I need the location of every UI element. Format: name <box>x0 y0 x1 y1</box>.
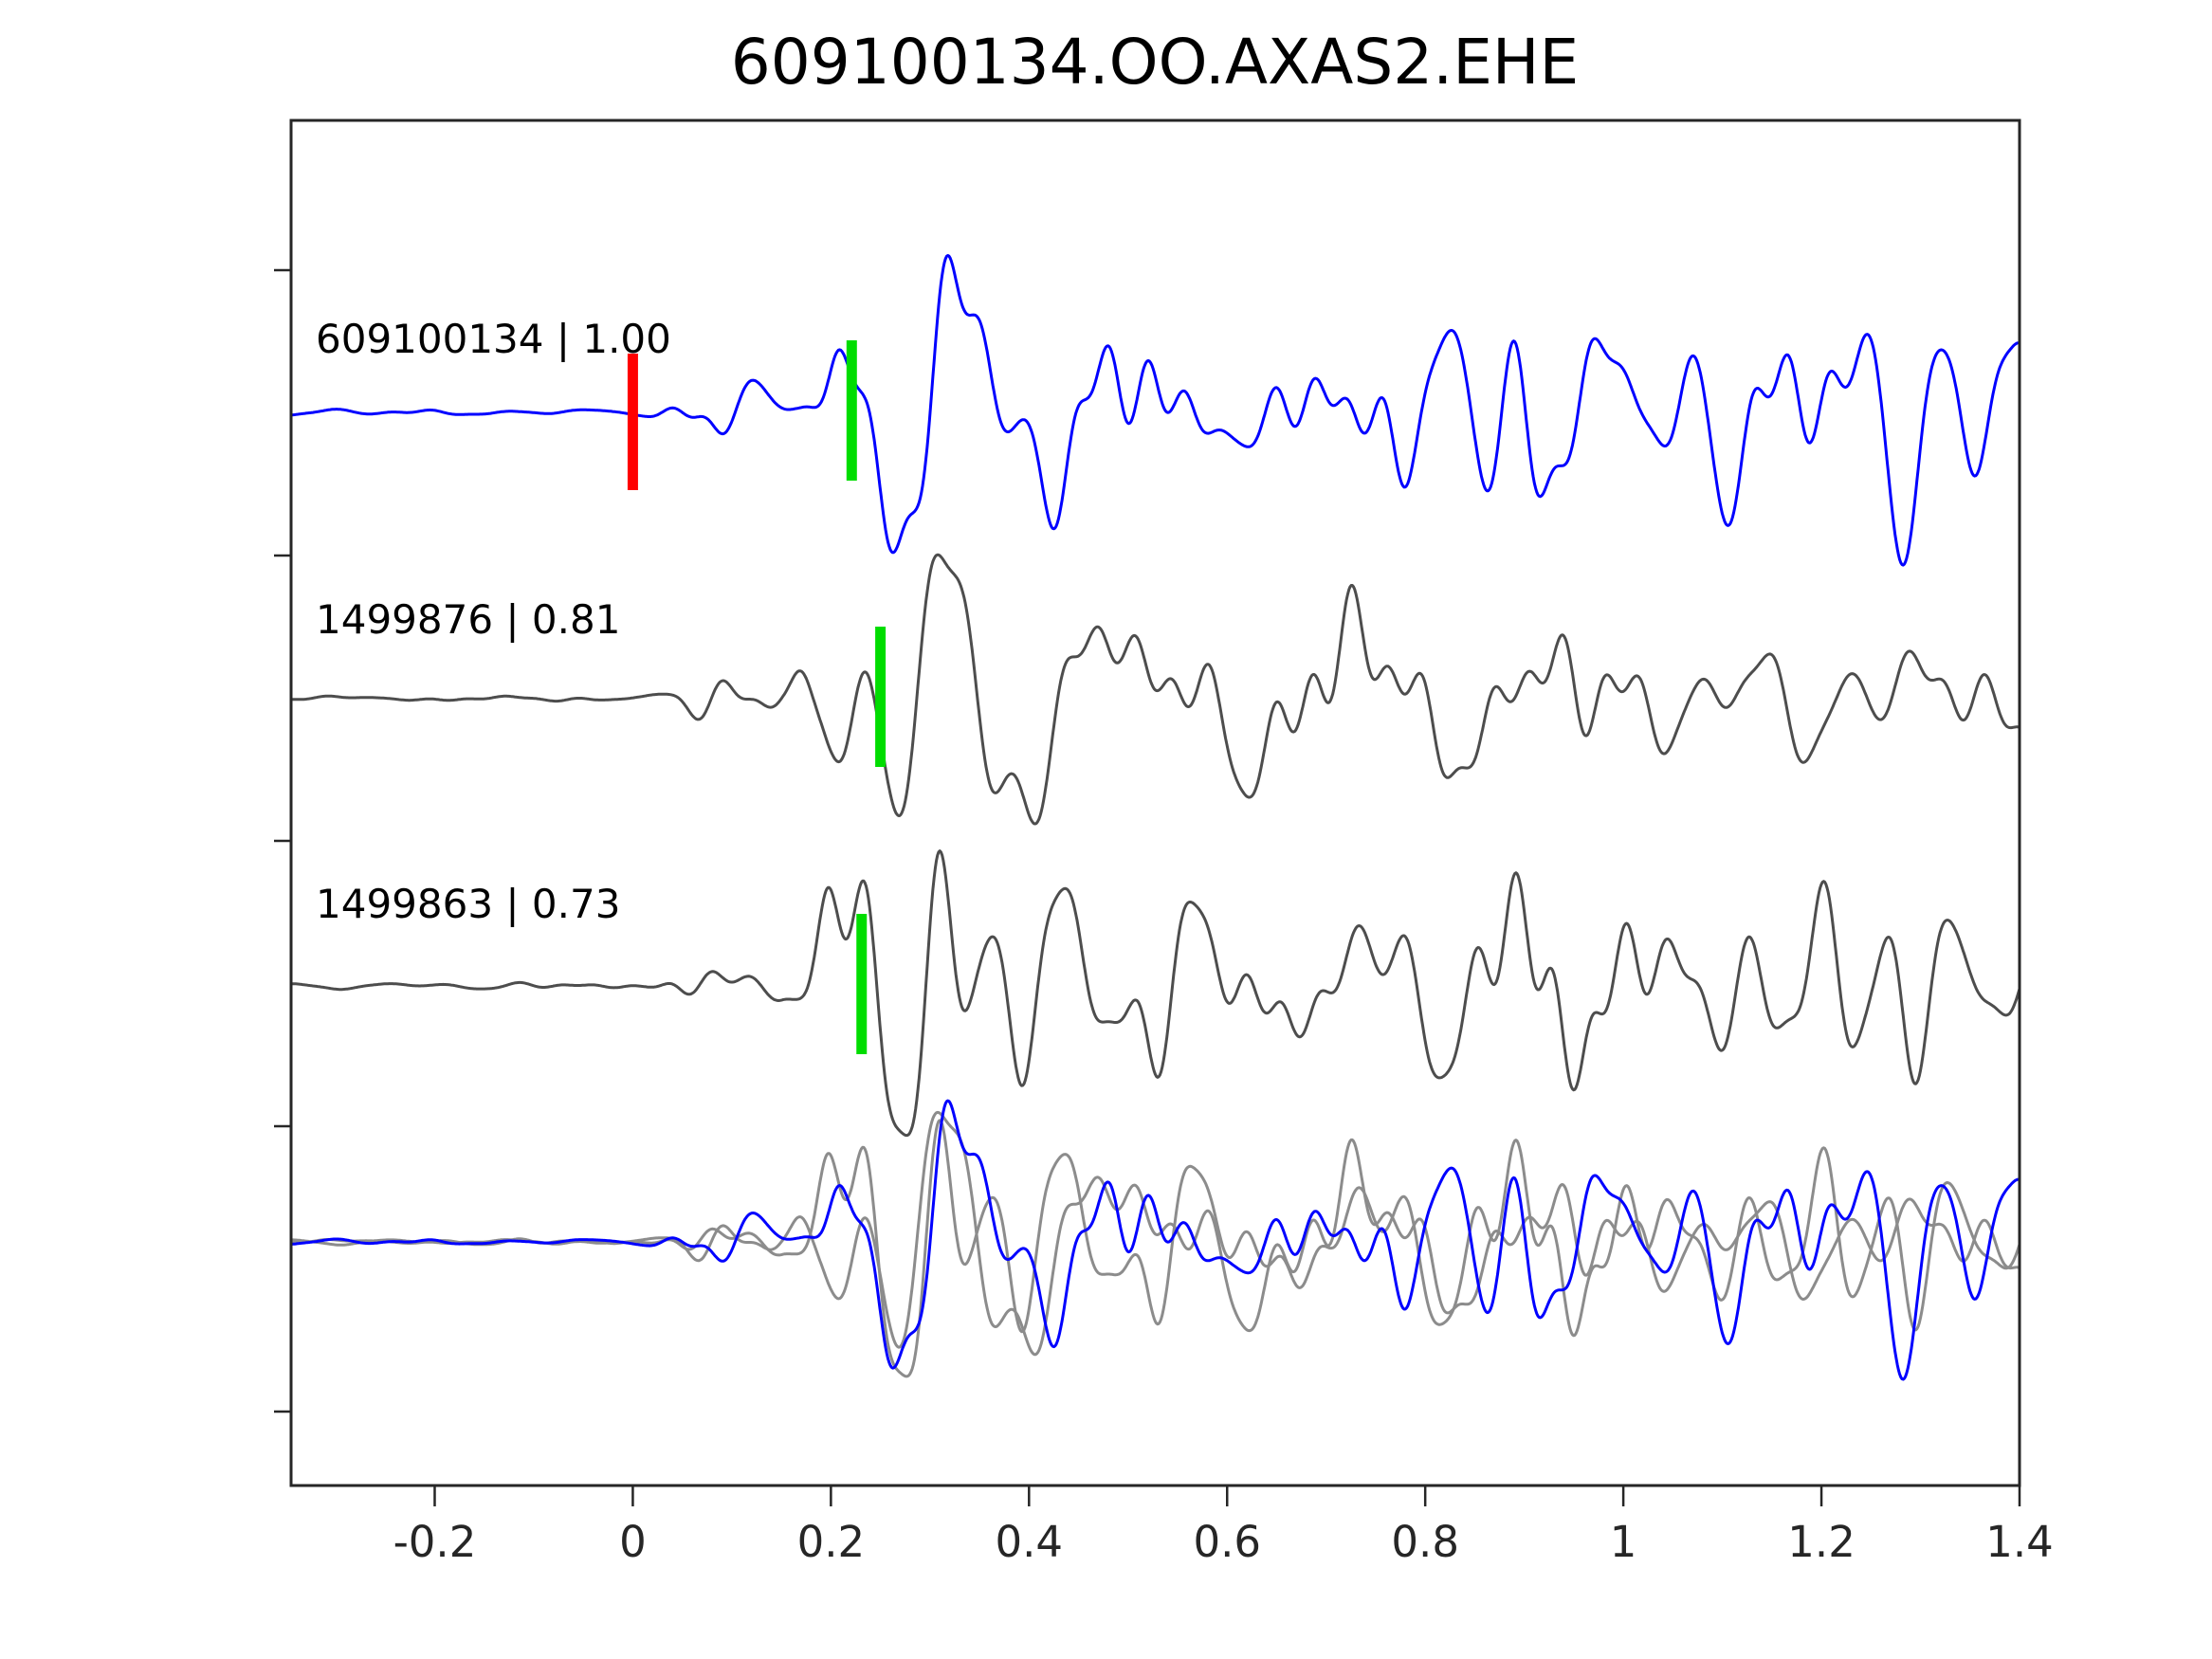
traces-layer <box>291 254 2020 1381</box>
trace-1499876 <box>291 553 2020 826</box>
x-tick-label: 1.2 <box>1787 1517 1856 1567</box>
axis-ticks-layer: -0.2 0 0.2 0.4 0.6 0.8 1 1.2 1.4 <box>274 268 2054 1567</box>
x-tick-label: -0.2 <box>393 1517 477 1567</box>
trace-label-match-2: 1499863 | 0.73 <box>316 881 620 927</box>
trace-label-match-1: 1499876 | 0.81 <box>316 596 620 643</box>
trace-labels-layer: 609100134 | 1.00 1499876 | 0.81 1499863 … <box>316 316 671 927</box>
overlay-trace-1499863 <box>291 1119 2020 1378</box>
chart-title: 609100134.OO.AXAS2.EHE <box>731 26 1580 99</box>
trace-label-template: 609100134 | 1.00 <box>316 316 671 362</box>
trace-609100134 <box>291 254 2020 567</box>
pick-markers-layer <box>627 340 887 1054</box>
x-tick-label: 0.6 <box>1193 1517 1261 1567</box>
trace-1499863 <box>291 849 2020 1138</box>
x-tick-label: 0.4 <box>996 1517 1064 1567</box>
plot-border <box>289 118 2021 1487</box>
x-tick-label: 1.4 <box>1985 1517 2054 1567</box>
x-tick-label: 0.2 <box>797 1517 866 1567</box>
x-tick-label: 1 <box>1610 1517 1637 1567</box>
overlay-trace-609100134 <box>291 1099 2020 1381</box>
x-tick-label: 0.8 <box>1391 1517 1459 1567</box>
x-tick-label: 0 <box>619 1517 647 1567</box>
